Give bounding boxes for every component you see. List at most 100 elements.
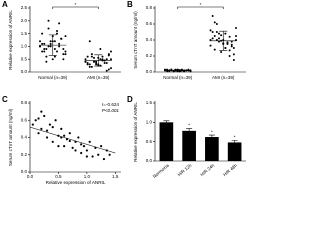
dot — [230, 43, 233, 46]
y-axis-label: Serum cTnT amount (ng/ml) — [133, 11, 138, 69]
x-tick-label: Normoxia — [152, 163, 170, 180]
dot — [220, 34, 223, 37]
y-axis-label: Relative expression of ANRIL — [133, 102, 138, 162]
dot — [90, 55, 93, 58]
significance-bracket — [177, 6, 224, 9]
y-tick-label: 0.4 — [146, 37, 153, 42]
dot — [213, 48, 216, 51]
x-tick-label: H/R 24h — [199, 163, 215, 178]
panel-letter: B — [127, 0, 133, 9]
dot — [40, 127, 43, 130]
significance-mark: * — [75, 2, 77, 7]
dot — [60, 37, 63, 40]
x-tick-label: 1.5 — [112, 174, 119, 179]
x-tick-label: Normal (n=39) — [38, 75, 67, 80]
y-tick-label: 1.0 — [146, 120, 153, 125]
dot — [109, 58, 112, 61]
dot — [71, 146, 74, 149]
stat-annotation: r=-0.624 — [102, 102, 120, 107]
dot — [74, 149, 77, 152]
dot — [211, 31, 214, 33]
dot — [218, 32, 221, 35]
dot — [63, 134, 66, 137]
y-axis-label: Relative expression of ANRIL — [8, 10, 13, 70]
dot — [215, 31, 218, 33]
dot — [86, 55, 89, 58]
dot — [99, 58, 102, 61]
dot — [209, 29, 212, 32]
dot — [226, 41, 229, 44]
dot — [62, 58, 65, 61]
dot — [64, 53, 67, 56]
dot — [45, 47, 48, 50]
dot — [232, 47, 235, 49]
dot — [64, 35, 67, 38]
dot — [232, 59, 235, 61]
x-tick-label: 1.0 — [84, 174, 91, 179]
dot — [39, 40, 42, 43]
dot — [58, 42, 61, 45]
dot — [47, 27, 50, 30]
dot — [105, 58, 108, 61]
dot — [234, 27, 237, 29]
dot — [45, 55, 48, 58]
x-tick-label: H/R 12h — [177, 163, 193, 178]
x-tick-label: AMI (n=39) — [87, 75, 110, 80]
dot — [86, 62, 89, 65]
dot — [99, 47, 102, 50]
dot — [88, 65, 91, 68]
dot — [220, 51, 223, 53]
y-tick-label: 0.4 — [21, 135, 28, 140]
y-tick-label: 0.5 — [146, 139, 153, 144]
significance-mark: * — [188, 123, 190, 128]
dot — [82, 145, 86, 148]
x-tick-label: AMI (n=39) — [212, 75, 235, 80]
dot — [209, 44, 212, 47]
dot — [105, 69, 108, 72]
dot — [215, 23, 218, 25]
dot — [43, 114, 46, 118]
y-tick-label: 0.0 — [21, 169, 28, 174]
dot — [51, 140, 54, 143]
dot — [53, 55, 56, 58]
bar — [227, 142, 242, 161]
y-tick-label: 0.8 — [146, 5, 153, 10]
panel-letter: C — [2, 95, 8, 104]
dot — [49, 42, 52, 45]
dot — [41, 42, 44, 45]
x-tick-label: Normal (n=39) — [163, 75, 192, 80]
dot — [63, 145, 66, 148]
dot — [77, 136, 80, 139]
dot — [232, 53, 235, 56]
dot — [41, 50, 44, 53]
dot — [99, 145, 103, 148]
dot — [64, 50, 67, 53]
dot — [60, 127, 63, 130]
dot — [218, 37, 221, 40]
dot — [105, 62, 108, 65]
bar — [205, 137, 219, 161]
dot — [228, 55, 231, 57]
dot — [224, 32, 227, 35]
dot — [84, 60, 87, 63]
dot — [53, 40, 56, 43]
dot — [37, 117, 40, 120]
dot — [37, 132, 40, 135]
dot — [230, 45, 233, 48]
y-tick-label: 2.5 — [21, 5, 28, 10]
sd-bar — [219, 30, 228, 51]
dot — [62, 47, 65, 50]
dot — [103, 62, 106, 65]
dot — [213, 21, 216, 24]
dot — [48, 123, 52, 126]
y-tick-label: 1.5 — [146, 100, 153, 105]
dot — [43, 42, 46, 45]
dot — [90, 53, 93, 56]
y-axis-label: Serum cTnT amount (ng/ml) — [8, 108, 13, 166]
sd-bar — [173, 69, 182, 72]
x-axis-label: Relative expression of ANRIL — [46, 180, 106, 185]
dot — [51, 126, 54, 129]
dot — [211, 15, 214, 17]
significance-mark: * — [200, 2, 202, 7]
dot — [31, 123, 34, 126]
